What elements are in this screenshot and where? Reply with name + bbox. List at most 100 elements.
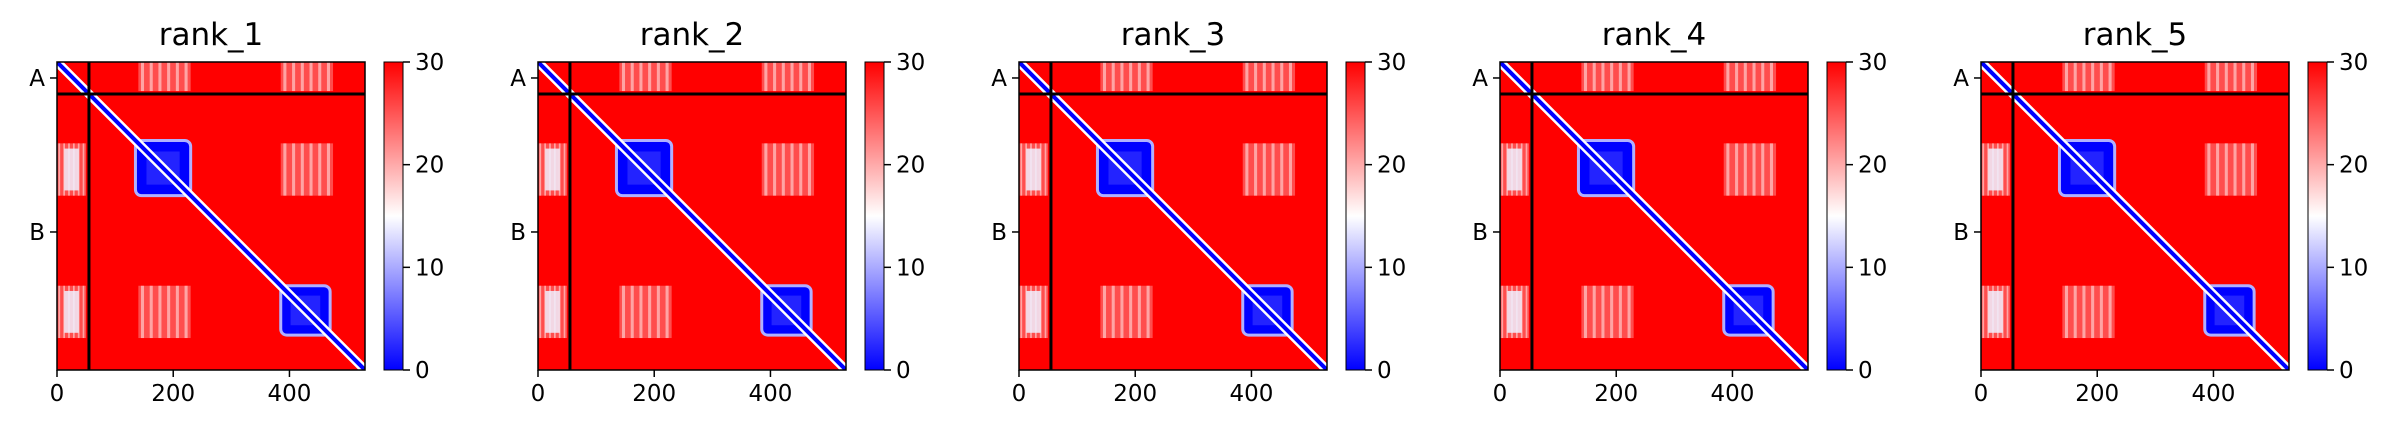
light-region xyxy=(538,285,568,339)
light-region xyxy=(2204,62,2258,92)
panel-title: rank_1 xyxy=(159,17,264,53)
panel-5: rank_5 0 200 400 A B 0 10 20 30 xyxy=(1953,17,2368,407)
x-tick-label: 200 xyxy=(632,381,676,407)
colorbar-tick-label: 0 xyxy=(2339,358,2354,384)
colorbar-tick-label: 30 xyxy=(1377,50,1406,76)
colorbar xyxy=(864,61,885,371)
chain-label: A xyxy=(991,66,1007,92)
light-region xyxy=(761,143,815,196)
light-region xyxy=(280,62,334,92)
colorbar-tick-label: 0 xyxy=(896,358,911,384)
heatmap-frame xyxy=(1499,61,1809,371)
x-tick-label: 200 xyxy=(1594,381,1638,407)
heatmap-frame xyxy=(537,61,847,371)
light-region xyxy=(1723,143,1777,196)
x-tick-label: 400 xyxy=(2191,381,2235,407)
light-region xyxy=(138,62,191,92)
light-region xyxy=(57,143,87,196)
x-tick-label: 400 xyxy=(1710,381,1754,407)
chain-label: B xyxy=(1472,220,1488,246)
panel-title: rank_5 xyxy=(2083,17,2188,53)
chain-label: A xyxy=(510,66,526,92)
colorbar-tick-label: 0 xyxy=(1858,358,1873,384)
x-tick-label: 200 xyxy=(1113,381,1157,407)
colorbar xyxy=(1826,61,1847,371)
light-region xyxy=(538,143,568,196)
light-region xyxy=(1242,62,1296,92)
colorbar-tick-label: 30 xyxy=(415,50,444,76)
light-region xyxy=(619,62,672,92)
chain-label: B xyxy=(29,220,45,246)
light-region xyxy=(1723,62,1777,92)
diagonal xyxy=(1981,62,2289,370)
colorbar-tick-label: 10 xyxy=(415,255,444,281)
x-tick-label: 0 xyxy=(531,381,546,407)
heatmap xyxy=(1981,62,2289,370)
light-region xyxy=(1500,285,1530,339)
colorbar-tick-label: 10 xyxy=(1858,255,1887,281)
panel-title: rank_3 xyxy=(1121,17,1226,53)
colorbar-tick-label: 10 xyxy=(2339,255,2368,281)
light-region xyxy=(57,285,87,339)
panel-title: rank_4 xyxy=(1602,17,1707,53)
heatmap-frame xyxy=(1980,61,2290,371)
panel-3: rank_3 0 200 400 A B 0 10 20 30 xyxy=(991,17,1406,407)
colorbar-tick-label: 20 xyxy=(415,153,444,179)
colorbar-tick-label: 30 xyxy=(896,50,925,76)
chain-label: B xyxy=(510,220,526,246)
heatmap xyxy=(1500,62,1808,370)
diagonal xyxy=(1500,62,1808,370)
colorbar-tick-label: 20 xyxy=(2339,153,2368,179)
heatmap xyxy=(1019,62,1327,370)
x-tick-label: 0 xyxy=(1974,381,1989,407)
x-tick-label: 0 xyxy=(1012,381,1027,407)
colorbar-tick-label: 20 xyxy=(1858,153,1887,179)
diagonal xyxy=(538,62,846,370)
light-region xyxy=(2062,285,2115,339)
x-tick-label: 200 xyxy=(151,381,195,407)
light-region xyxy=(1500,143,1530,196)
light-region xyxy=(619,285,672,339)
chain-label: B xyxy=(1953,220,1969,246)
light-region xyxy=(1981,143,2011,196)
light-region xyxy=(1100,285,1153,339)
chain-label: A xyxy=(29,66,45,92)
chain-label: A xyxy=(1953,66,1969,92)
colorbar-tick-label: 10 xyxy=(896,255,925,281)
heatmap-frame xyxy=(1018,61,1328,371)
heatmap-frame xyxy=(56,61,366,371)
x-tick-label: 0 xyxy=(1493,381,1508,407)
heatmap xyxy=(57,62,365,370)
panel-2: rank_2 0 200 400 A B 0 10 20 30 xyxy=(510,17,925,407)
light-region xyxy=(1019,285,1049,339)
heatmap xyxy=(538,62,846,370)
light-region xyxy=(2062,62,2115,92)
light-region xyxy=(1981,285,2011,339)
x-tick-label: 400 xyxy=(748,381,792,407)
x-tick-label: 200 xyxy=(2075,381,2119,407)
chain-label: B xyxy=(991,220,1007,246)
colorbar xyxy=(2307,61,2328,371)
panel-title: rank_2 xyxy=(640,17,745,53)
colorbar-tick-label: 10 xyxy=(1377,255,1406,281)
colorbar xyxy=(1345,61,1366,371)
colorbar-tick-label: 20 xyxy=(896,153,925,179)
light-region xyxy=(761,62,815,92)
light-region xyxy=(1100,62,1153,92)
light-region xyxy=(2204,143,2258,196)
light-region xyxy=(280,143,334,196)
colorbar-tick-label: 30 xyxy=(2339,50,2368,76)
colorbar-tick-label: 0 xyxy=(1377,358,1392,384)
colorbar-tick-label: 20 xyxy=(1377,153,1406,179)
panel-1: rank_1 0 200 400 A B 0 10 20 30 xyxy=(29,17,444,407)
light-region xyxy=(1581,62,1634,92)
colorbar-tick-label: 30 xyxy=(1858,50,1887,76)
x-tick-label: 0 xyxy=(50,381,65,407)
light-region xyxy=(1242,143,1296,196)
light-region xyxy=(1581,285,1634,339)
panel-4: rank_4 0 200 400 A B 0 10 20 30 xyxy=(1472,17,1887,407)
colorbar-tick-label: 0 xyxy=(415,358,430,384)
x-tick-label: 400 xyxy=(267,381,311,407)
